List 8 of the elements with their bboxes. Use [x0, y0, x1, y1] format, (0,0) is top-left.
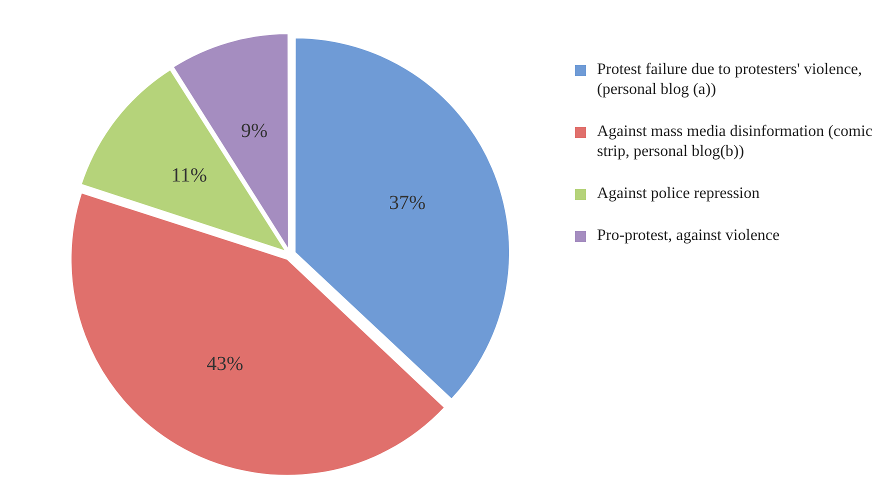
data-label: 37%	[388, 192, 426, 214]
legend-label: Protest failure due to protesters' violence, (personal blog (a))	[597, 61, 862, 98]
data-label: 11%	[171, 164, 207, 186]
legend-label: Against mass media disinformation (comic strip, personal blog(b))	[597, 123, 872, 160]
legend-label: Pro-protest, against violence	[597, 227, 780, 244]
data-label: 9%	[241, 120, 268, 142]
legend-label: Against police repression	[597, 185, 760, 202]
data-label: 43%	[206, 352, 244, 375]
